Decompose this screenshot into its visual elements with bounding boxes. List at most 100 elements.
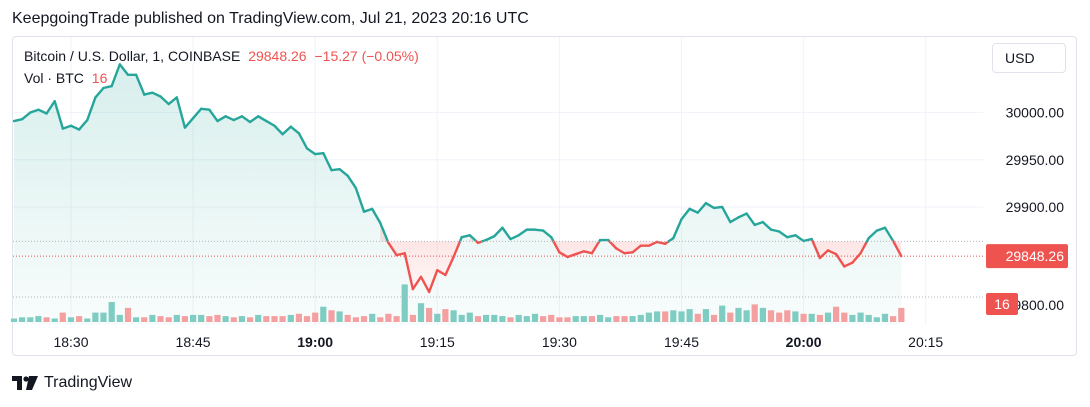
publisher-caption: KeepgoingTrade published on TradingView.… <box>12 10 529 27</box>
price-segment <box>265 119 276 127</box>
price-segment <box>240 115 252 124</box>
volume-bar <box>719 305 726 322</box>
volume-bar <box>491 314 498 322</box>
y-axis: 30000.00 29950.00 29900.00 29800.00 <box>1006 105 1065 313</box>
price-segment <box>802 237 813 243</box>
price-segment <box>313 151 325 156</box>
price-segment <box>468 234 478 243</box>
x-tick-label: 20:00 <box>786 334 822 350</box>
price-segment <box>94 86 105 99</box>
price-segment <box>552 240 561 254</box>
volume-bar <box>800 313 807 322</box>
price-segment <box>346 174 358 190</box>
price-segment <box>281 125 292 136</box>
volume-bars <box>10 284 905 323</box>
volume-bar <box>898 307 905 322</box>
volume-bar <box>662 311 669 322</box>
price-segment <box>696 201 708 214</box>
price-segment <box>134 73 146 96</box>
currency-button[interactable]: USD <box>992 43 1066 73</box>
volume-bar <box>710 314 718 322</box>
price-segment <box>501 226 512 241</box>
price-segment <box>419 275 431 294</box>
volume-bar <box>645 312 652 322</box>
volume-bar <box>694 313 701 322</box>
price-segment <box>769 228 781 233</box>
volume-bar <box>605 317 612 322</box>
volume-bar <box>816 314 823 322</box>
volume-bar <box>35 316 42 322</box>
price-segment <box>608 240 618 250</box>
price-segment <box>216 115 227 123</box>
volume-bar <box>776 312 783 322</box>
volume-bar <box>670 310 677 323</box>
price-segment <box>427 269 439 294</box>
price-segment <box>892 240 903 258</box>
legend-symbol-row: Bitcoin / U.S. Dollar, 1, COINBASE 29848… <box>24 48 419 64</box>
y-tick-label: 29800.00 <box>1006 297 1065 313</box>
volume-bar <box>784 310 791 323</box>
price-segment <box>688 207 699 214</box>
price-area <box>14 64 902 325</box>
price-segment <box>484 235 496 242</box>
price-segment <box>655 240 667 245</box>
price-segment <box>151 91 162 98</box>
price-segment <box>590 240 601 255</box>
volume-bar <box>702 309 709 322</box>
price-segment <box>875 226 887 232</box>
price-segment <box>257 115 268 123</box>
volume-bar <box>654 311 661 322</box>
price-segment <box>102 84 113 90</box>
volume-bar <box>808 313 815 322</box>
volume-badge-label: 16 <box>994 296 1010 312</box>
price-segment <box>175 96 187 129</box>
volume-bar <box>890 316 897 322</box>
volume-bar <box>792 311 799 322</box>
volume-bar <box>759 307 766 322</box>
price-segment <box>623 251 634 255</box>
volume-bar <box>531 313 539 322</box>
price-segment <box>794 234 805 243</box>
volume-bar <box>279 316 286 322</box>
volume-bar <box>76 316 83 322</box>
chart-frame <box>12 36 1077 356</box>
volume-bar <box>540 316 547 322</box>
legend-change: −15.27 (−0.05%) <box>314 48 419 64</box>
price-segment <box>354 186 366 213</box>
x-tick-label: 18:30 <box>53 334 88 350</box>
volume-bar <box>255 314 262 322</box>
price-segment <box>818 249 830 260</box>
volume-bar <box>222 316 229 322</box>
tradingview-icon <box>12 376 38 390</box>
tradingview-logo[interactable]: TradingView <box>12 374 132 392</box>
price-segment <box>86 96 97 122</box>
volume-bar <box>735 307 742 322</box>
price-segment <box>883 226 895 243</box>
price-segment <box>647 240 659 247</box>
legend-volume-value: 16 <box>91 70 108 86</box>
volume-bar <box>515 314 522 322</box>
price-area-fill <box>14 64 902 325</box>
volume-bar <box>385 313 392 322</box>
price-segment <box>61 124 73 130</box>
volume-bar <box>767 310 775 323</box>
x-tick-label: 19:15 <box>420 334 455 350</box>
price-segment <box>330 167 341 172</box>
price-segment <box>582 250 594 255</box>
volume-bar <box>10 318 18 322</box>
y-tick-label: 30000.00 <box>1006 105 1065 121</box>
volume-bar <box>629 316 636 322</box>
price-segment <box>826 249 838 256</box>
volume-bar <box>263 316 270 322</box>
price-segment <box>362 207 374 213</box>
volume-bar <box>238 316 245 322</box>
price-segment <box>53 100 65 130</box>
price-segment <box>248 115 260 124</box>
x-axis: 18:30 18:45 19:00 19:15 19:30 19:45 20:00 20:15 <box>53 334 943 350</box>
price-segment <box>444 255 455 277</box>
volume-bar <box>474 316 482 322</box>
price-segment <box>232 115 244 122</box>
price-segment <box>77 118 89 131</box>
price-segment <box>20 111 32 121</box>
